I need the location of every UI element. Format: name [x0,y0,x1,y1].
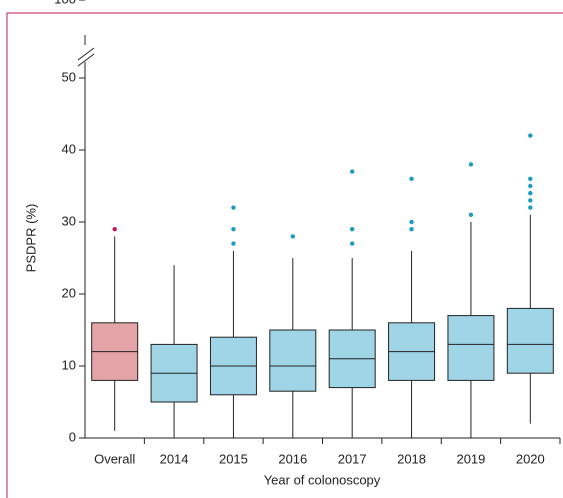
outlier [409,219,414,225]
y-tick-label: 20 [62,285,76,300]
outlier [112,227,117,232]
outlier [349,241,355,246]
outlier [409,176,414,181]
outlier [528,133,533,138]
axis-break [77,47,95,61]
outlier [528,191,533,196]
x-tick-label: 2016 [278,451,307,466]
x-tick-label: 2017 [338,451,367,466]
y-tick-label: 100 [54,0,76,6]
outlier [528,176,533,181]
x-tick-label: 2019 [456,451,485,466]
outlier [349,227,355,232]
y-tick-label: 0 [69,429,76,444]
outlier [409,227,414,232]
y-tick-label: 30 [62,213,76,228]
outlier [528,198,533,203]
outlier [468,212,474,217]
box [269,329,317,392]
x-tick-label: 2015 [219,451,248,466]
box [506,307,554,374]
outlier [290,234,296,239]
y-tick-label: 50 [62,69,76,84]
outlier [231,241,236,246]
x-axis-label: Year of colonoscopy [264,472,381,487]
box [447,315,495,381]
axis-break [77,53,95,67]
x-tick-label: 2020 [516,451,545,466]
x-tick-label: 2014 [160,451,189,466]
outlier [349,169,355,174]
y-tick-label: 10 [62,357,76,372]
y-tick-label: 40 [62,141,76,156]
y-axis-label: PSDPR (%) [23,204,38,273]
outlier [231,227,236,232]
outlier [468,162,474,167]
outlier [528,183,533,189]
x-tick-label: Overall [94,451,135,466]
outlier [231,205,236,210]
x-tick-label: 2018 [397,451,426,466]
outlier [528,205,533,210]
